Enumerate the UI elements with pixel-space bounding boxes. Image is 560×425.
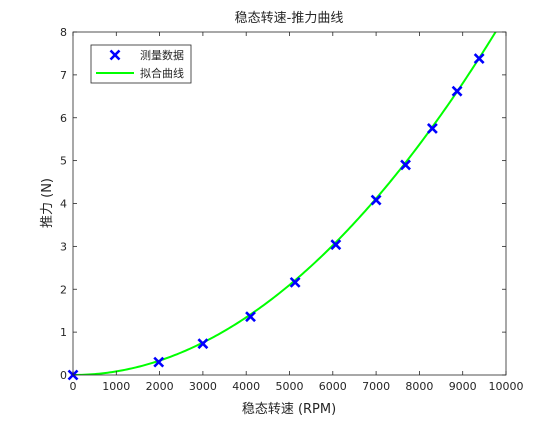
data-point-marker: [400, 159, 411, 171]
legend-label-fit: 拟合曲线: [140, 66, 184, 80]
y-tick-label: 5: [60, 155, 67, 168]
x-tick-label: 6000: [319, 380, 347, 393]
data-point-marker: [289, 276, 301, 288]
x-tick-label: 1000: [102, 380, 130, 393]
legend-x-marker-icon: [109, 49, 121, 61]
fit-curve-line: [73, 32, 497, 375]
x-tick-label: 0: [70, 380, 77, 393]
data-point-marker: [153, 356, 165, 368]
x-tick-label: 9000: [449, 380, 477, 393]
legend-label-measured: 测量数据: [140, 48, 184, 62]
chart-title: 稳态转速-推力曲线: [235, 10, 344, 26]
data-point-marker: [473, 53, 485, 65]
y-tick-label: 7: [60, 69, 67, 82]
y-tick-label: 1: [60, 326, 67, 339]
data-markers: [67, 53, 485, 381]
plot-area: [73, 32, 506, 375]
x-tick-label: 5000: [276, 380, 304, 393]
data-point-marker: [370, 194, 382, 206]
legend: 测量数据 拟合曲线: [90, 44, 192, 84]
x-tick-label: 8000: [405, 380, 433, 393]
data-point-marker: [197, 338, 209, 350]
x-tick-label: 10000: [489, 380, 524, 393]
data-point-marker: [451, 85, 463, 97]
legend-marker-icon: [109, 49, 121, 61]
y-tick-label: 2: [60, 283, 67, 296]
y-tick-label: 0: [60, 369, 67, 382]
data-point-marker: [426, 123, 438, 134]
y-tick-label: 4: [60, 198, 67, 211]
data-point-marker: [245, 311, 256, 323]
legend-box: [90, 44, 192, 84]
data-point-marker: [330, 239, 342, 251]
x-tick-label: 3000: [189, 380, 217, 393]
x-tick-label: 7000: [362, 380, 390, 393]
y-axis-title: 推力 (N): [40, 178, 55, 228]
x-tick-label: 4000: [232, 380, 260, 393]
y-tick-label: 6: [60, 112, 67, 125]
fit-curve-layer: [73, 32, 497, 375]
y-tick-label: 3: [60, 240, 67, 253]
x-axis-title: 稳态转速 (RPM): [242, 401, 336, 417]
y-tick-label: 8: [60, 26, 67, 39]
axes: 0 1000 2000 3000 4000 5000 6000 7000 8000 9000 100…: [60, 26, 524, 393]
x-tick-label: 2000: [146, 380, 174, 393]
